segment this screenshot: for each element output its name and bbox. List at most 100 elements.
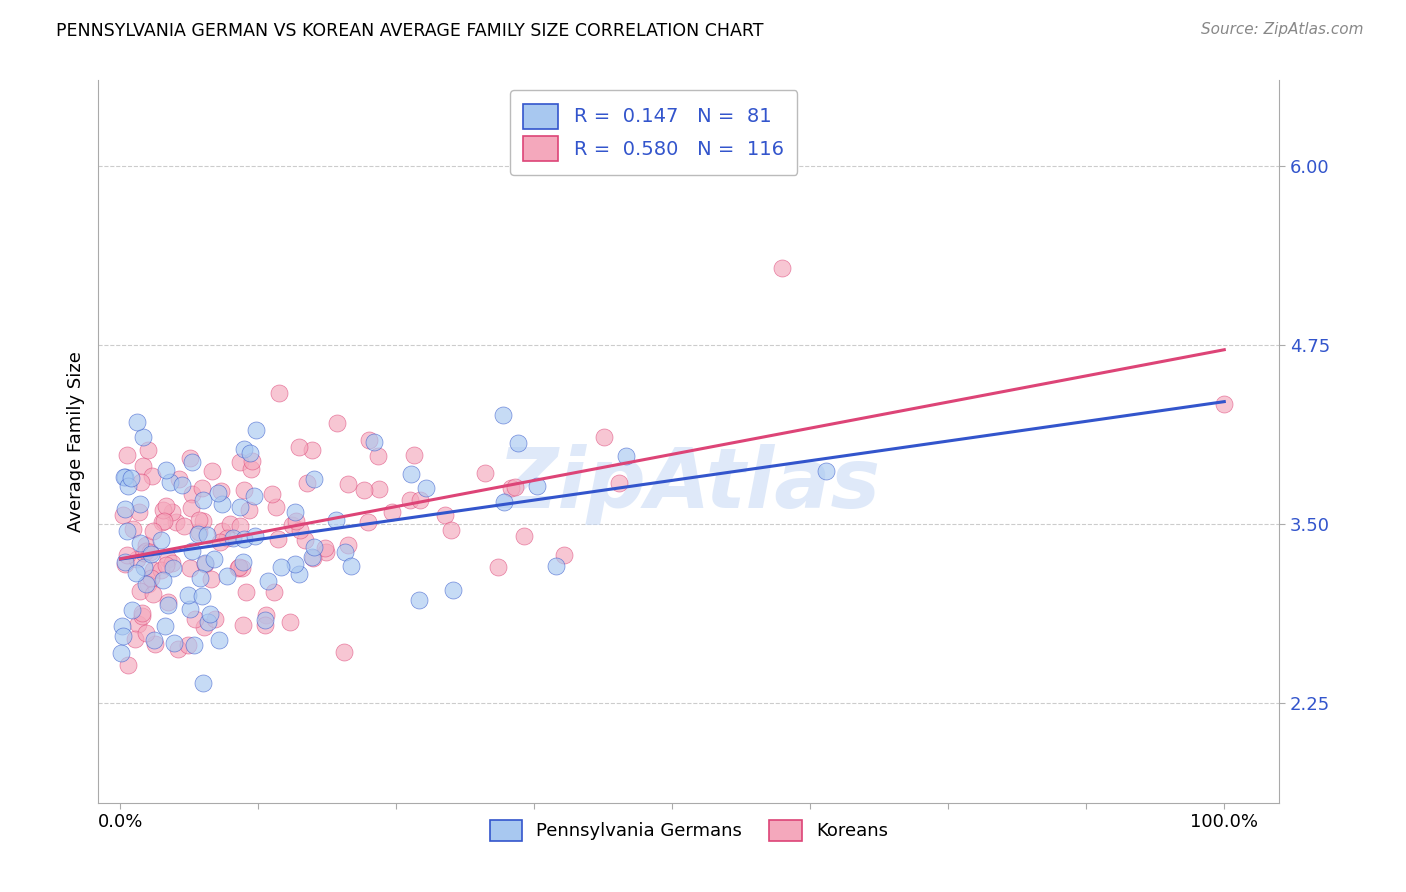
Point — [262, 487, 284, 501]
Point — [281, 518, 304, 533]
Point — [211, 524, 233, 538]
Point — [326, 416, 349, 430]
Point — [264, 500, 287, 514]
Point — [156, 598, 179, 612]
Point — [314, 541, 336, 556]
Point — [240, 462, 263, 476]
Point — [176, 638, 198, 652]
Point — [243, 529, 266, 543]
Point — [238, 502, 260, 516]
Point — [150, 515, 173, 529]
Point — [486, 559, 509, 574]
Point — [232, 618, 254, 632]
Point — [128, 505, 150, 519]
Point — [616, 449, 638, 463]
Point — [553, 549, 575, 563]
Point — [402, 448, 425, 462]
Point — [512, 529, 534, 543]
Point — [149, 533, 172, 547]
Point — [269, 386, 291, 401]
Point — [367, 482, 389, 496]
Point — [191, 589, 214, 603]
Point — [302, 540, 325, 554]
Point — [131, 606, 153, 620]
Point — [114, 469, 136, 483]
Point — [129, 475, 152, 489]
Point — [115, 548, 138, 562]
Point — [187, 513, 209, 527]
Point — [138, 545, 160, 559]
Point — [232, 442, 254, 456]
Point — [114, 558, 136, 572]
Point — [180, 454, 202, 468]
Point — [114, 555, 136, 569]
Text: ZipAtlas: ZipAtlas — [498, 444, 880, 525]
Point — [415, 481, 437, 495]
Point — [202, 551, 225, 566]
Point — [155, 463, 177, 477]
Point — [399, 467, 422, 482]
Point — [245, 423, 267, 437]
Point — [492, 408, 515, 422]
Point — [111, 508, 134, 522]
Point — [193, 493, 215, 508]
Point — [115, 449, 138, 463]
Point — [288, 441, 311, 455]
Point — [173, 519, 195, 533]
Point — [141, 570, 163, 584]
Point — [441, 583, 464, 598]
Point — [333, 545, 356, 559]
Point — [508, 436, 530, 450]
Point — [302, 472, 325, 486]
Point — [197, 615, 219, 629]
Point — [288, 523, 311, 537]
Point — [149, 563, 172, 577]
Point — [166, 641, 188, 656]
Point — [228, 455, 250, 469]
Point — [253, 618, 276, 632]
Point — [115, 524, 138, 539]
Point — [770, 260, 793, 275]
Point — [180, 501, 202, 516]
Point — [399, 493, 422, 508]
Point — [194, 556, 217, 570]
Point — [127, 552, 149, 566]
Point — [257, 574, 280, 588]
Point — [141, 547, 163, 561]
Point — [143, 637, 166, 651]
Point — [219, 516, 242, 531]
Point — [153, 619, 176, 633]
Point — [503, 480, 526, 494]
Point — [254, 613, 277, 627]
Point — [114, 501, 136, 516]
Point — [125, 566, 148, 580]
Point — [188, 525, 211, 540]
Point — [194, 558, 217, 572]
Point — [132, 560, 155, 574]
Point — [135, 543, 157, 558]
Point — [285, 514, 308, 528]
Point — [235, 585, 257, 599]
Point — [142, 563, 165, 577]
Point — [226, 561, 249, 575]
Point — [207, 486, 229, 500]
Point — [499, 482, 522, 496]
Point — [381, 505, 404, 519]
Point — [280, 615, 302, 629]
Point — [120, 471, 142, 485]
Point — [367, 449, 389, 463]
Point — [179, 602, 201, 616]
Point — [254, 607, 277, 622]
Point — [433, 508, 456, 523]
Point — [814, 464, 837, 478]
Point — [122, 522, 145, 536]
Point — [163, 636, 186, 650]
Point — [200, 572, 222, 586]
Point — [526, 479, 548, 493]
Point — [112, 469, 135, 483]
Point — [191, 676, 214, 690]
Point — [239, 445, 262, 459]
Point — [141, 469, 163, 483]
Point — [231, 560, 253, 574]
Text: Source: ZipAtlas.com: Source: ZipAtlas.com — [1201, 22, 1364, 37]
